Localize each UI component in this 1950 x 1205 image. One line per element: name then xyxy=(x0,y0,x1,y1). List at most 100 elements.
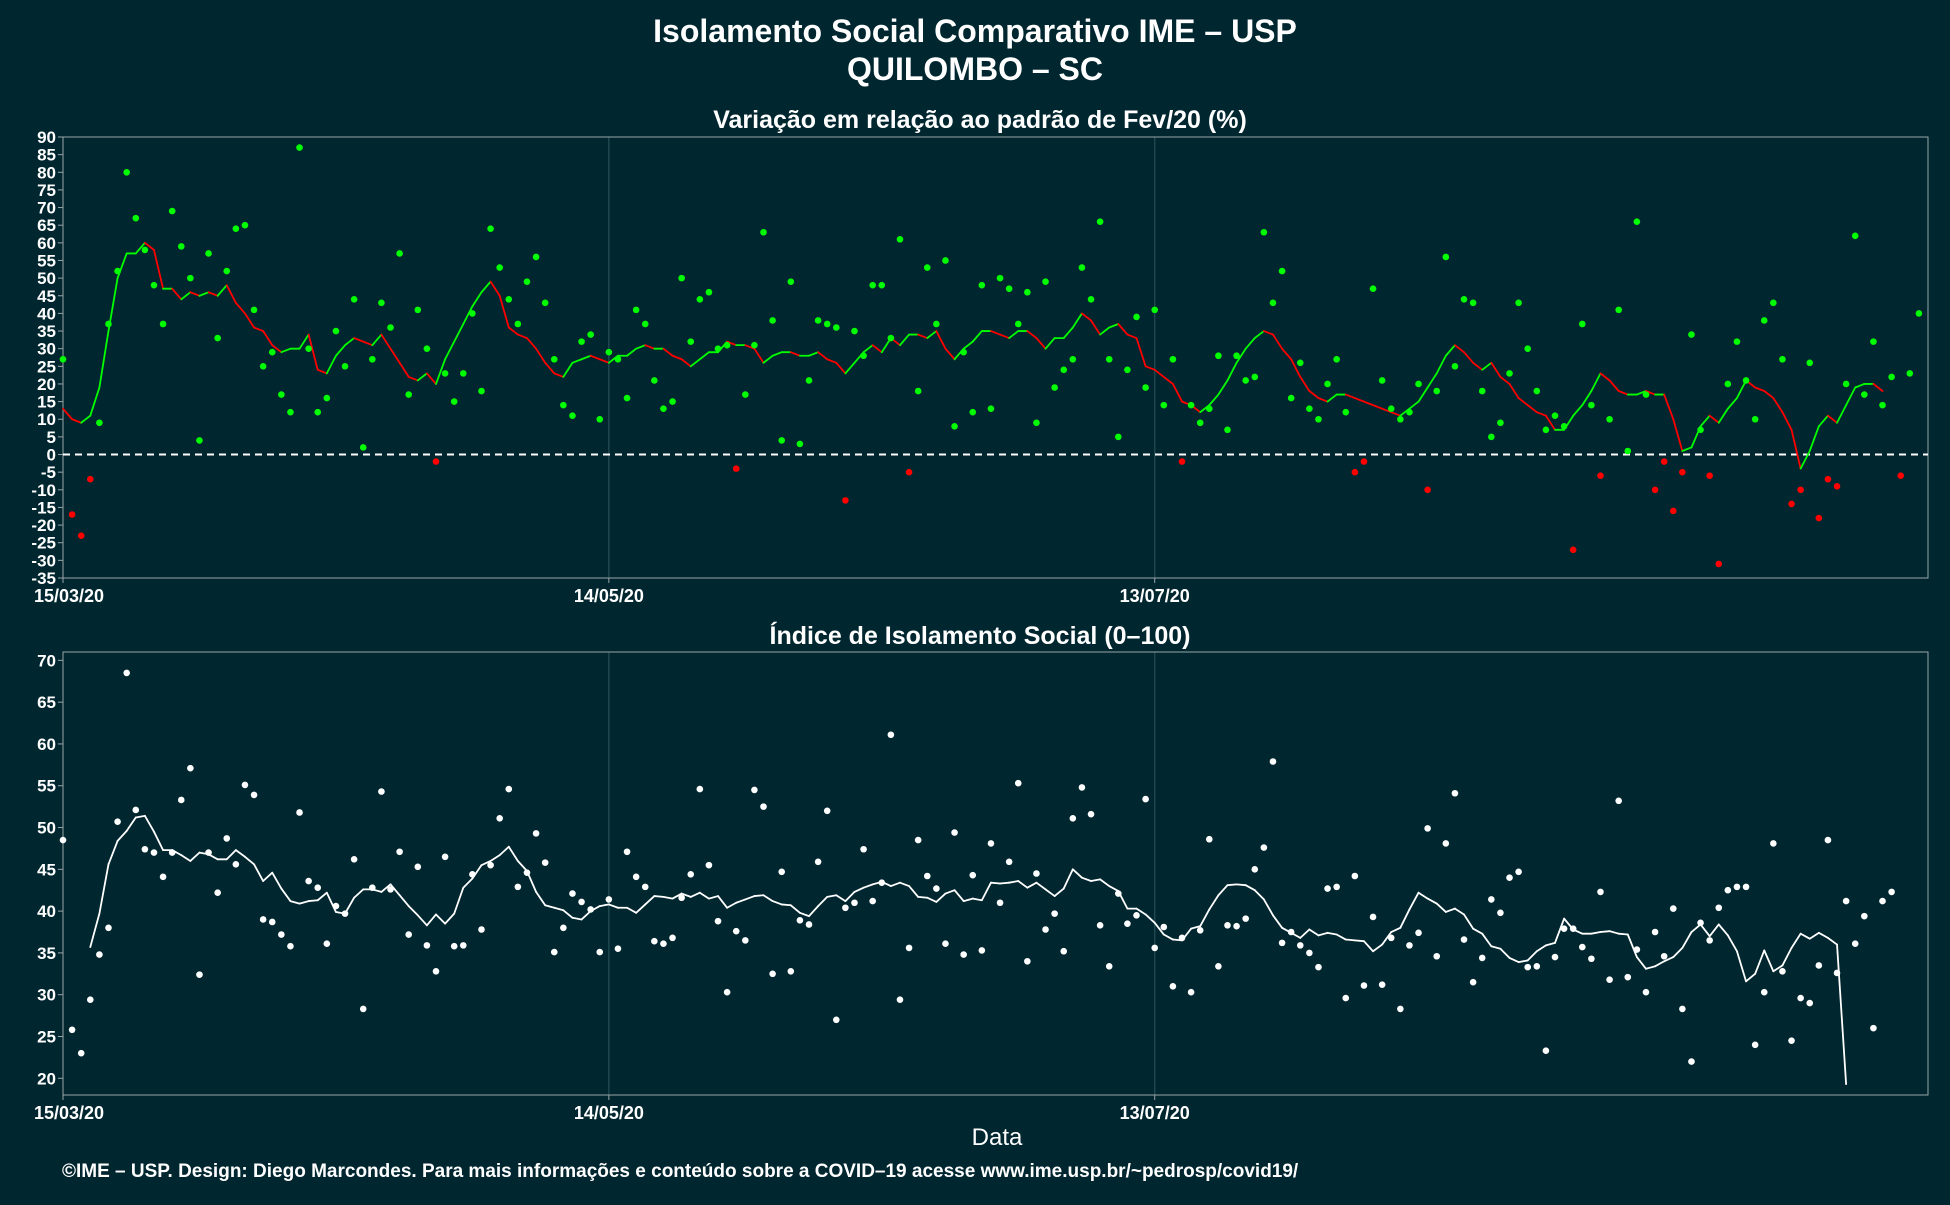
data-point xyxy=(1888,888,1895,896)
moving-average-segment xyxy=(1626,933,1638,958)
data-point xyxy=(860,845,867,853)
data-point xyxy=(423,942,431,949)
data-point xyxy=(1497,909,1504,917)
data-point xyxy=(1815,962,1823,969)
moving-average-segment xyxy=(134,814,146,819)
data-point xyxy=(669,934,676,942)
data-point xyxy=(769,970,776,978)
data-point xyxy=(887,334,895,342)
moving-average-segment xyxy=(498,845,510,857)
data-point xyxy=(1069,815,1077,822)
data-point xyxy=(1806,359,1814,367)
data-point xyxy=(678,894,685,902)
moving-average-segment xyxy=(1763,949,1775,973)
data-point xyxy=(350,295,358,303)
data-point xyxy=(1560,925,1568,932)
data-point xyxy=(605,348,613,356)
data-point xyxy=(687,338,695,345)
data-point xyxy=(714,917,722,925)
moving-average-segment xyxy=(1199,908,1211,928)
moving-average-segment xyxy=(889,881,901,887)
moving-average-segment xyxy=(253,863,265,882)
data-point xyxy=(1724,380,1732,388)
moving-average-segment xyxy=(1772,964,1784,973)
data-point xyxy=(469,310,476,317)
data-point xyxy=(1506,874,1513,881)
data-point xyxy=(59,836,67,844)
data-point xyxy=(550,355,558,363)
data-point xyxy=(432,967,440,975)
data-point xyxy=(1897,472,1905,479)
data-point xyxy=(1087,810,1095,818)
data-point xyxy=(1324,380,1331,388)
data-point xyxy=(1442,253,1450,261)
data-point xyxy=(814,858,822,866)
moving-average-segment xyxy=(116,829,128,842)
data-point xyxy=(896,996,904,1004)
y-tick-label: -5 xyxy=(41,463,56,482)
moving-average-segment xyxy=(917,896,929,899)
moving-average-segment xyxy=(835,361,847,375)
moving-average-segment xyxy=(335,344,346,357)
data-point xyxy=(1087,295,1095,303)
moving-average-segment xyxy=(1372,943,1384,953)
moving-average-segment xyxy=(1344,938,1356,942)
data-point xyxy=(1415,929,1422,937)
data-point xyxy=(450,398,458,405)
moving-average-segment xyxy=(999,333,1011,339)
data-point xyxy=(359,1005,367,1013)
moving-average-segment xyxy=(1817,414,1829,428)
moving-average-segment xyxy=(1308,390,1320,399)
moving-average-segment xyxy=(280,347,292,354)
data-point xyxy=(1506,370,1513,377)
moving-average-segment xyxy=(580,910,592,921)
data-point xyxy=(723,988,731,996)
moving-average-segment xyxy=(980,881,992,902)
data-point xyxy=(1033,870,1040,877)
data-point xyxy=(1833,482,1841,490)
moving-average-segment xyxy=(607,903,619,909)
moving-average-segment xyxy=(1708,414,1720,424)
data-point xyxy=(1215,352,1222,360)
moving-average-segment xyxy=(1353,939,1365,943)
moving-average-segment xyxy=(1590,372,1602,392)
data-point xyxy=(1851,940,1859,948)
moving-average-segment xyxy=(1008,880,1020,884)
moving-average-segment xyxy=(489,280,501,297)
moving-average-segment xyxy=(1071,868,1083,879)
moving-average-segment xyxy=(1399,908,1411,929)
moving-average-segment xyxy=(1444,907,1456,913)
data-point xyxy=(259,916,267,923)
moving-average-segment xyxy=(1845,386,1857,407)
data-point xyxy=(1224,426,1231,434)
moving-average-segment xyxy=(1117,323,1129,336)
moving-average-segment xyxy=(1599,372,1611,382)
moving-average-segment xyxy=(1390,926,1402,933)
data-point xyxy=(369,355,376,363)
data-point xyxy=(1688,331,1695,338)
moving-average-segment xyxy=(644,895,656,906)
data-point xyxy=(1287,928,1295,936)
data-point xyxy=(1433,387,1441,395)
data-point xyxy=(132,806,140,814)
moving-average-segment xyxy=(535,347,547,364)
data-point xyxy=(660,405,667,412)
data-point xyxy=(1260,844,1268,851)
moving-average-segment xyxy=(1244,884,1256,892)
data-point xyxy=(1751,1041,1759,1049)
page-subtitle: QUILOMBO – SC xyxy=(847,51,1103,87)
data-point xyxy=(1024,957,1031,965)
data-point xyxy=(1760,988,1768,996)
data-point xyxy=(414,306,422,314)
moving-average-segment xyxy=(153,248,164,290)
moving-average-segment xyxy=(80,414,92,424)
moving-average-segment xyxy=(1808,931,1820,940)
data-point xyxy=(623,848,631,856)
data-point xyxy=(1679,468,1686,476)
data-point xyxy=(1488,896,1495,903)
moving-average-segment xyxy=(698,351,710,361)
moving-average-segment xyxy=(271,871,283,890)
moving-average-segment xyxy=(344,337,356,347)
data-point xyxy=(1251,373,1259,381)
